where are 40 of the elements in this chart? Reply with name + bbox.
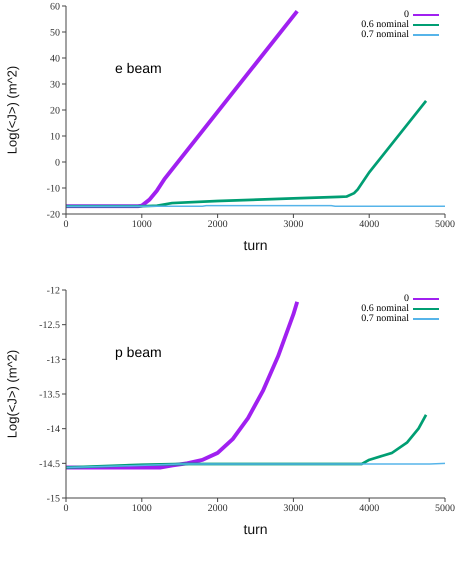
x-tick-label: 5000 [435,219,455,230]
y-axis-title: Log(<J>) (m^2) [4,350,20,438]
y-tick-label: -13 [46,354,60,366]
y-tick-label: 60 [50,2,60,13]
legend-label: 0 [404,293,409,304]
y-tick-label: -14.5 [39,458,60,470]
x-tick-label: 5000 [435,503,455,514]
y-tick-label: -13.5 [39,390,60,401]
x-tick-label: 4000 [359,503,380,514]
x-tick-label: 2000 [208,503,228,514]
x-tick-label: 0 [64,503,68,514]
y-tick-label: -12 [46,286,60,297]
y-tick-label: -12.5 [39,320,60,332]
x-tick-label: 3000 [283,219,304,230]
legend-label: 0.7 nominal [361,313,409,324]
y-tick-label: 20 [50,106,60,117]
x-tick-label: 3000 [283,503,304,514]
x-tick-label: 1000 [132,219,152,230]
y-axis-title: Log(<J>) (m^2) [4,66,20,154]
y-tick-label: -10 [46,184,60,195]
y-tick-label: 30 [50,80,60,91]
x-axis-title: turn [243,521,268,537]
y-tick-label: 50 [50,28,60,39]
y-tick-label: 40 [50,54,60,65]
x-tick-label: 2000 [208,219,228,230]
x-tick-label: 1000 [132,503,152,514]
y-tick-label: -15 [46,494,60,505]
legend-label: 0.6 nominal [361,19,409,30]
x-tick-label: 4000 [359,219,380,230]
legend-label: 0 [404,9,409,20]
y-tick-label: -14 [46,424,60,436]
legend-label: 0.7 nominal [361,29,409,40]
x-axis-title: turn [243,237,268,253]
y-tick-label: 0 [55,158,60,169]
y-tick-label: -20 [46,210,60,221]
legend-label: 0.6 nominal [361,303,409,314]
x-tick-label: 0 [64,219,68,230]
y-tick-label: 10 [50,132,60,143]
annotation: p beam [115,344,162,360]
annotation: e beam [115,60,162,76]
